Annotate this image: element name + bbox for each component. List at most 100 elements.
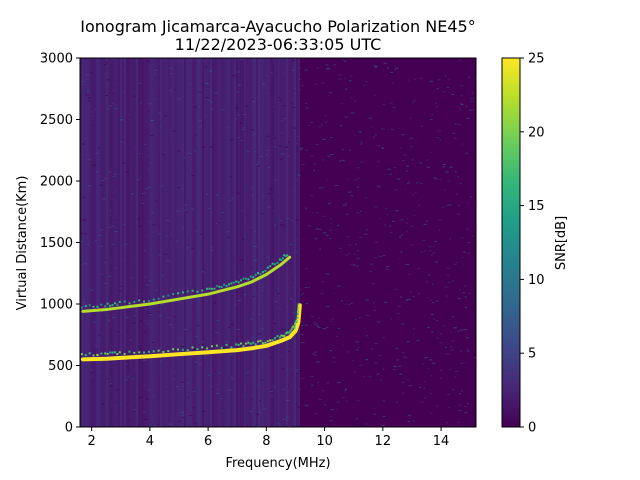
trace-point [252, 276, 255, 279]
noise-speck [168, 324, 173, 326]
noise-speck [381, 188, 385, 190]
trace-point [261, 270, 264, 273]
noise-speck [392, 368, 394, 370]
noise-speck [373, 136, 375, 138]
noise-speck [412, 420, 415, 422]
noise-speck [433, 188, 436, 190]
noise-speck [395, 353, 398, 355]
noise-speck [456, 176, 459, 178]
noise-speck [177, 187, 181, 189]
noise-speck [308, 413, 310, 415]
noise-speck [315, 228, 319, 230]
noise-speck [384, 208, 388, 210]
noise-speck [346, 351, 349, 353]
noise-speck [465, 337, 469, 339]
noise-speck [141, 192, 146, 194]
noise-speck [144, 235, 148, 237]
noise-speck [420, 401, 424, 403]
noise-speck [305, 161, 310, 163]
noise-speck [105, 224, 110, 226]
noise-speck [397, 305, 401, 307]
noise-speck [400, 234, 403, 236]
noise-speck [449, 166, 454, 168]
trace-point [281, 334, 284, 337]
noise-speck [130, 338, 133, 340]
noise-speck [225, 286, 230, 288]
trace-point [116, 353, 119, 356]
noise-column [114, 58, 116, 427]
trace-point [123, 352, 126, 355]
noise-speck [277, 292, 281, 294]
noise-speck [107, 171, 112, 173]
noise-speck [421, 84, 424, 86]
noise-speck [145, 284, 149, 286]
noise-speck [94, 143, 98, 145]
noise-speck [131, 193, 134, 195]
noise-column [150, 58, 152, 427]
noise-speck [347, 349, 351, 351]
noise-speck [407, 421, 411, 423]
noise-speck [461, 256, 464, 258]
noise-speck [231, 198, 234, 200]
noise-speck [160, 327, 162, 329]
colorbar-tick-label: 20 [528, 125, 545, 140]
noise-speck [363, 327, 366, 329]
noise-speck [148, 169, 150, 171]
noise-speck [318, 228, 322, 230]
noise-speck [155, 66, 158, 68]
noise-speck [181, 305, 184, 307]
noise-speck [127, 365, 129, 367]
noise-speck [94, 346, 96, 348]
noise-speck [188, 230, 191, 232]
noise-speck [104, 335, 106, 337]
noise-speck [304, 286, 308, 288]
noise-speck [271, 396, 273, 398]
trace-point [278, 336, 281, 339]
noise-speck [429, 393, 433, 395]
noise-speck [406, 246, 408, 248]
noise-speck [222, 346, 227, 348]
noise-speck [447, 282, 450, 284]
noise-speck [120, 419, 124, 421]
trace-point [152, 350, 155, 353]
noise-speck [429, 80, 434, 82]
noise-speck [249, 318, 253, 320]
trace-point [295, 321, 298, 324]
noise-speck [378, 145, 381, 147]
trace-point [289, 330, 292, 333]
noise-speck [407, 298, 411, 300]
noise-speck [416, 339, 420, 341]
noise-column [270, 58, 272, 427]
noise-speck [344, 389, 346, 391]
noise-speck [195, 134, 198, 136]
noise-speck [378, 90, 382, 92]
noise-speck [265, 75, 268, 77]
noise-speck [186, 247, 189, 249]
noise-speck [116, 372, 119, 374]
noise-speck [345, 400, 348, 402]
noise-speck [94, 240, 97, 242]
noise-speck [398, 127, 400, 129]
noise-speck [236, 91, 240, 93]
noise-speck [463, 264, 465, 266]
noise-speck [382, 167, 384, 169]
noise-speck [203, 284, 208, 286]
noise-speck [279, 99, 282, 101]
noise-column [128, 58, 130, 427]
noise-speck [258, 400, 261, 402]
noise-speck [457, 213, 461, 215]
noise-speck [329, 238, 332, 240]
noise-speck [304, 69, 308, 71]
noise-speck [137, 141, 139, 143]
noise-speck [156, 335, 159, 337]
noise-speck [217, 388, 220, 390]
noise-speck [426, 393, 431, 395]
noise-speck [140, 286, 143, 288]
noise-speck [198, 363, 202, 365]
noise-speck [396, 178, 401, 180]
noise-speck [439, 347, 442, 349]
colorbar-tick-label: 0 [528, 421, 536, 436]
noise-speck [360, 143, 363, 145]
noise-speck [326, 305, 330, 307]
noise-speck [458, 409, 462, 411]
